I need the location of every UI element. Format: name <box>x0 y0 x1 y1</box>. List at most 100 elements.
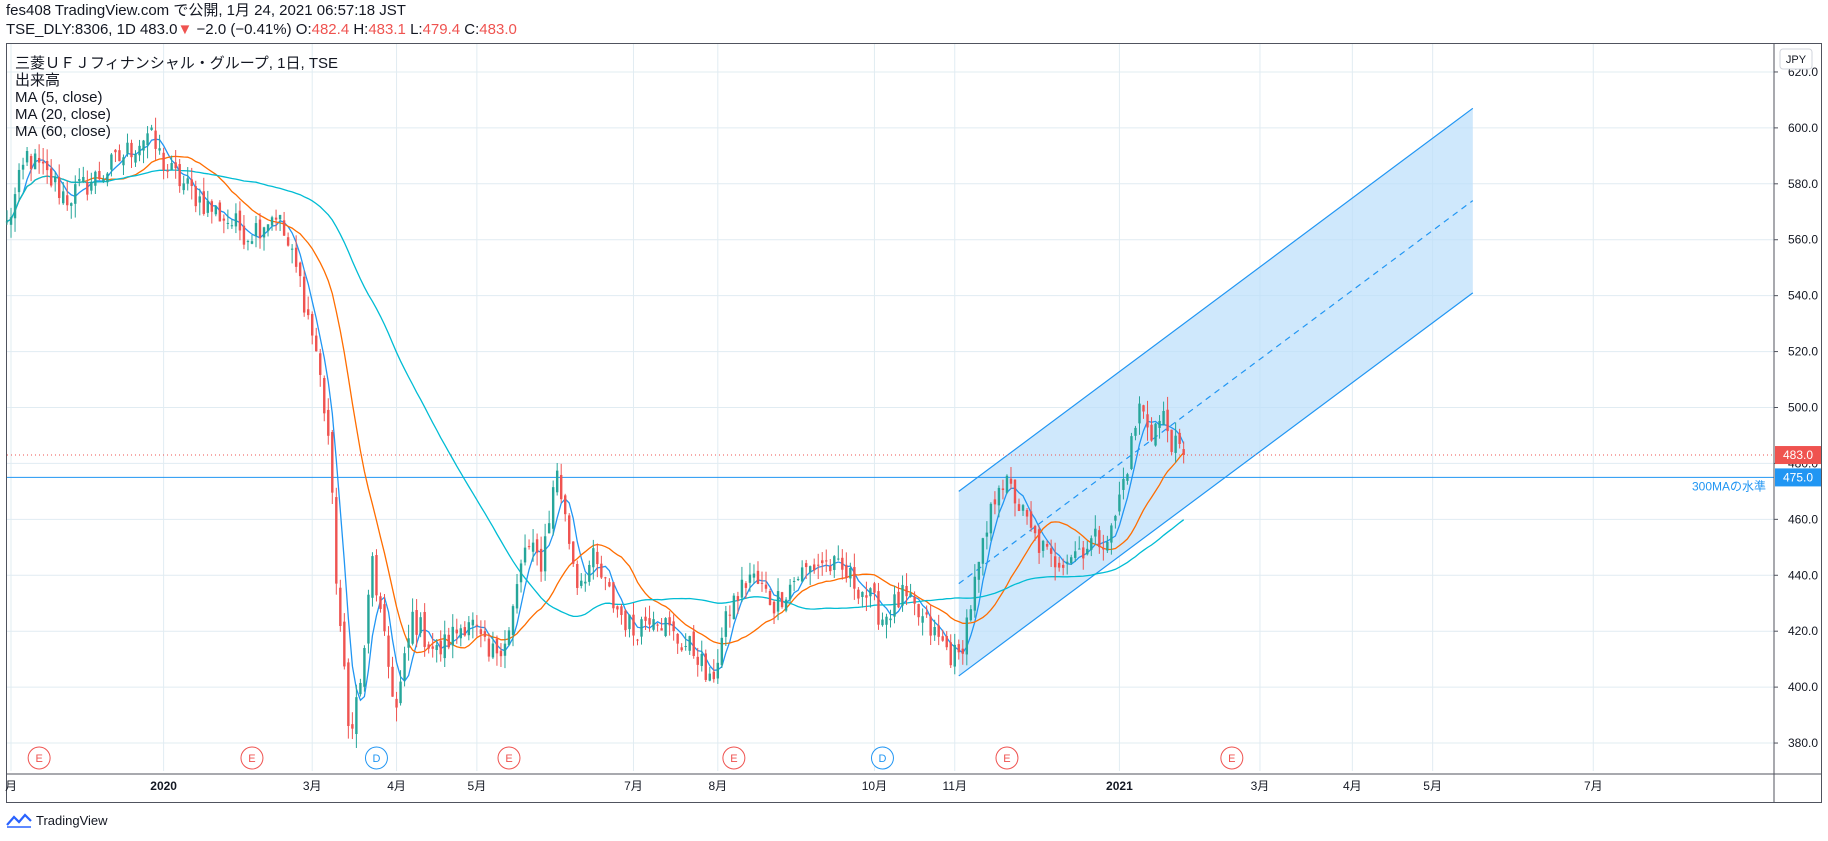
candle <box>1106 535 1109 553</box>
price-label-text: 475.0 <box>1783 470 1813 484</box>
candle <box>214 205 218 217</box>
legend-ma5: MA (5, close) <box>15 89 103 106</box>
candle <box>411 598 414 646</box>
candle-body <box>1126 474 1129 481</box>
candle <box>752 564 756 584</box>
candle-body <box>347 662 350 726</box>
candle-body <box>1130 436 1133 469</box>
candle <box>788 579 792 605</box>
candle <box>507 627 511 647</box>
candle-body <box>503 643 507 656</box>
legend-ma60: MA (60, close) <box>15 123 111 140</box>
price-label-box <box>1775 446 1821 465</box>
candle <box>315 327 318 352</box>
candle <box>800 560 804 583</box>
candle-body <box>744 583 748 588</box>
candle <box>925 605 928 618</box>
candle <box>929 604 932 646</box>
candle <box>33 148 37 170</box>
candle-body <box>134 153 137 163</box>
candle <box>331 429 334 505</box>
horizontal-line[interactable]: 300MAの水準 <box>7 454 1774 493</box>
candle-body <box>712 671 716 680</box>
close-label: C: <box>464 21 480 38</box>
candle-body <box>539 548 543 572</box>
candle-body <box>535 539 539 553</box>
candle <box>306 296 310 320</box>
event-circle <box>497 746 521 770</box>
candle-body <box>985 532 989 537</box>
candle <box>254 215 258 248</box>
candle <box>1086 541 1089 556</box>
x-tick-label: 3月 <box>1251 779 1270 793</box>
candle <box>122 154 125 176</box>
candle <box>1021 503 1025 516</box>
candle <box>423 603 426 657</box>
candle-body <box>1154 423 1157 446</box>
candle-body <box>981 538 985 564</box>
candle-body <box>45 160 49 171</box>
candle-body <box>949 642 952 666</box>
candle-body <box>1146 414 1149 428</box>
candle-body <box>547 523 551 534</box>
candle-body <box>242 225 246 245</box>
candle-body <box>897 591 900 608</box>
candle <box>258 213 262 249</box>
open-value: 482.4 <box>311 21 350 38</box>
candle-body <box>1170 429 1173 452</box>
candle-body <box>1182 449 1185 456</box>
candle-body <box>1017 504 1021 512</box>
candle <box>885 613 888 639</box>
candle <box>1082 540 1085 570</box>
candle <box>1041 539 1045 558</box>
regression-channel[interactable] <box>958 107 1474 677</box>
candle-body <box>893 594 896 617</box>
candle <box>222 214 226 234</box>
publish-info: fes408 TradingView.com で公開, 1月 24, 2021 … <box>6 2 406 19</box>
candle-body <box>298 262 302 277</box>
candle <box>652 611 655 632</box>
x-tick-label: 3月 <box>303 779 322 793</box>
currency-badge[interactable]: JPY <box>1779 48 1813 70</box>
candle-body <box>853 567 856 589</box>
candle <box>1162 401 1165 426</box>
candle-body <box>13 194 17 219</box>
candle <box>989 502 993 541</box>
y-tick-label: 400.0 <box>1788 680 1818 694</box>
candle-body <box>335 497 338 584</box>
candle <box>909 583 912 598</box>
candle-body <box>286 237 290 246</box>
candle-body <box>58 177 61 199</box>
candle-body <box>716 662 720 679</box>
x-tick-label: 5月 <box>468 779 487 793</box>
earnings-marker: E <box>1220 746 1244 770</box>
candle-body <box>660 628 663 631</box>
candle <box>94 170 97 194</box>
y-tick-label: 560.0 <box>1788 233 1818 247</box>
candle-body <box>311 313 314 336</box>
candle-body <box>126 142 129 154</box>
candle-body <box>455 629 458 634</box>
candle <box>881 612 884 627</box>
symbol-info: TSE_DLY:8306, 1D 483.0▼ −2.0 (−0.41%) O:… <box>6 21 517 39</box>
candle <box>270 215 274 231</box>
hline-label: 300MAの水準 <box>1692 478 1766 493</box>
candle <box>1110 523 1113 555</box>
candle <box>463 621 467 637</box>
candle <box>1001 479 1005 500</box>
candle <box>648 605 651 632</box>
candle-body <box>282 220 286 236</box>
candle <box>555 462 559 496</box>
candle <box>853 553 856 600</box>
candle-body <box>1090 538 1093 550</box>
candle-body <box>471 619 475 626</box>
open-label: O: <box>295 21 312 38</box>
candle <box>660 618 663 631</box>
event-circle <box>995 746 1019 770</box>
candle-body <box>202 191 205 214</box>
candle-body <box>668 617 671 626</box>
candle <box>162 147 165 180</box>
earnings-marker: E <box>722 746 746 770</box>
candle <box>1182 441 1185 464</box>
